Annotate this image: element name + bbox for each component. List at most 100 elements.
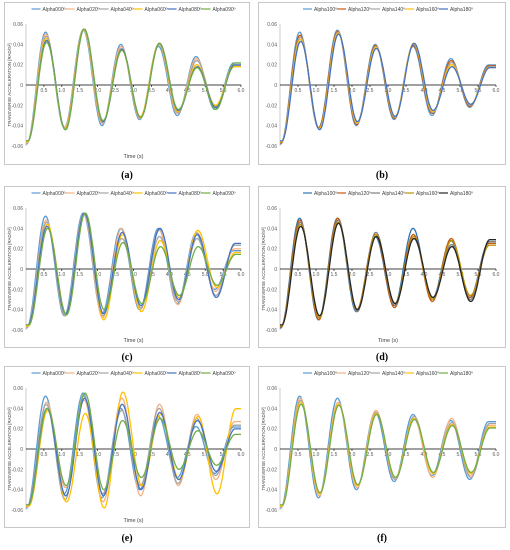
x-tick-label: 1.5: [76, 452, 83, 458]
series-line-6: [26, 28, 241, 142]
legend-label: Alpha060º: [145, 371, 168, 377]
legend-label: Alpha040º: [111, 191, 134, 197]
y-tick-label: 0: [20, 83, 23, 89]
series-line-5: [280, 33, 496, 142]
x-tick-label: 1.5: [331, 88, 338, 94]
chart-e: 0.06 0.04 0.02 0 -0.02 -0.04 -0.06 0.5 1.0 1.5 2.0…: [7, 371, 245, 524]
x-axis-title: Time (s): [124, 154, 144, 160]
x-tick-label: 0.5: [40, 272, 47, 278]
y-tick-label: 0.04: [267, 406, 277, 412]
y-tick-label: -0.04: [12, 308, 24, 314]
x-tick-label: 1.5: [76, 88, 83, 94]
legend-label: Alpha100º: [314, 371, 337, 377]
x-tick-label: 3.5: [403, 272, 410, 278]
x-tick-label: 4.5: [439, 452, 446, 458]
x-tick-label: 3.0: [385, 272, 392, 278]
x-tick-label: 5.0: [202, 272, 209, 278]
series-line-5: [280, 222, 496, 326]
legend-label: Alpha120º: [348, 191, 371, 197]
x-tick-label: 2.0: [94, 452, 101, 458]
y-tick-label: -0.02: [266, 467, 278, 473]
x-tick-label: 6.0: [493, 88, 500, 94]
x-tick-label: 2.0: [349, 452, 356, 458]
legend-label: Alpha020º: [77, 371, 100, 377]
x-tick-label: 2.0: [94, 88, 101, 94]
y-tick-label: -0.06: [266, 144, 278, 150]
x-tick-label: 1.0: [313, 452, 320, 458]
legend-label: Alpha160º: [416, 191, 439, 197]
x-tick-label: 0.5: [295, 272, 302, 278]
x-tick-label: 3.0: [385, 88, 392, 94]
legend-label: Alpha180º: [450, 7, 473, 13]
x-tick-label: 1.5: [331, 272, 338, 278]
x-tick-label: 2.5: [112, 272, 119, 278]
y-tick-label: 0.04: [267, 42, 277, 48]
y-tick-label: -0.02: [266, 287, 278, 293]
y-tick-label: 0.02: [267, 247, 277, 253]
panel-e-frame: [4, 366, 250, 528]
x-tick-label: 0.5: [295, 452, 302, 458]
y-tick-label: 0: [274, 83, 277, 89]
chart-b: 0.06 0.04 0.02 0 -0.02 -0.04 -0.06 0.5 1.0 1.5 2.0…: [266, 7, 500, 150]
y-tick-label: 0: [20, 447, 23, 453]
x-axis-title: Time (s): [124, 338, 144, 344]
legend-label: Alpha120º: [348, 7, 371, 13]
y-axis-title: TRANSVERSE ACCELERATION [RAD/S²]: [7, 227, 12, 310]
x-tick-label: 1.0: [58, 88, 65, 94]
x-tick-label: 5.0: [457, 272, 464, 278]
legend-label: Alpha100º: [314, 191, 337, 197]
y-tick-label: 0.02: [13, 247, 23, 253]
y-tick-label: 0: [274, 267, 277, 273]
x-tick-label: 0.5: [40, 88, 47, 94]
x-tick-label: 6.0: [238, 452, 245, 458]
legend-label: Alpha020º: [77, 7, 100, 13]
x-tick-label: 5.0: [457, 452, 464, 458]
x-tick-label: 3.5: [403, 88, 410, 94]
legend-label: Alpha040º: [111, 7, 134, 13]
y-tick-label: -0.06: [12, 328, 24, 334]
legend-label: Alpha020º: [77, 191, 100, 197]
x-tick-label: 3.5: [403, 452, 410, 458]
y-tick-label: -0.04: [266, 488, 278, 494]
x-tick-label: 6.0: [493, 452, 500, 458]
x-tick-label: 0.5: [40, 452, 47, 458]
legend-label: Alpha140º: [382, 7, 405, 13]
legend-label: Alpha140º: [382, 191, 405, 197]
y-tick-label: -0.04: [12, 488, 24, 494]
y-tick-label: 0.06: [267, 386, 277, 392]
series-line-5: [280, 403, 496, 506]
x-tick-label: 5.0: [202, 88, 209, 94]
legend-label: Alpha090º: [213, 191, 236, 197]
series-line-1: [280, 395, 496, 509]
legend-label: Alpha040º: [111, 371, 134, 377]
x-tick-label: 6.0: [493, 272, 500, 278]
y-tick-label: -0.04: [266, 308, 278, 314]
y-tick-label: 0.06: [13, 386, 23, 392]
y-tick-label: -0.04: [12, 124, 24, 130]
x-tick-label: 2.0: [349, 88, 356, 94]
legend-label: Alpha090º: [213, 371, 236, 377]
y-tick-label: -0.06: [12, 144, 24, 150]
panel-f-frame: [258, 366, 506, 528]
y-tick-label: -0.02: [12, 103, 24, 109]
y-tick-label: 0.06: [267, 22, 277, 28]
x-tick-label: 2.5: [112, 88, 119, 94]
legend-label: Alpha080º: [179, 191, 202, 197]
chart-d: 0.06 0.04 0.02 0 -0.02 -0.04 -0.06 0.5 1.0 1.5 2.0…: [261, 191, 500, 344]
x-tick-label: 5.0: [202, 452, 209, 458]
y-tick-label: -0.06: [12, 508, 24, 514]
legend-label: Alpha180º: [450, 371, 473, 377]
y-tick-label: 0.04: [13, 226, 23, 232]
y-tick-label: -0.06: [266, 328, 278, 334]
panel-a-frame: [4, 2, 250, 165]
x-tick-label: 2.5: [367, 88, 374, 94]
y-axis-title: TRANSVERSE ACCELERATION [RAD/S²]: [7, 43, 12, 126]
panel-label-b: (b): [375, 170, 389, 181]
y-tick-label: 0.02: [267, 427, 277, 433]
legend-label: Alpha000º: [43, 371, 66, 377]
y-tick-label: -0.06: [266, 508, 278, 514]
series-line-6: [26, 392, 241, 506]
legend-label: Alpha090º: [213, 7, 236, 13]
